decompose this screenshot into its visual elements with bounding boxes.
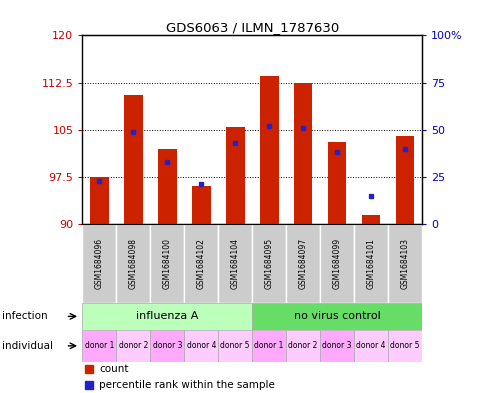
Bar	[252, 224, 286, 303]
Text: GSM1684101: GSM1684101	[366, 238, 375, 289]
Bar	[252, 303, 421, 330]
Text: donor 5: donor 5	[390, 342, 419, 350]
Bar	[353, 224, 387, 303]
Bar	[293, 83, 312, 224]
Bar	[218, 330, 252, 362]
Text: individual: individual	[2, 341, 53, 351]
Text: GSM1684098: GSM1684098	[129, 238, 137, 289]
Bar	[116, 330, 150, 362]
Bar	[150, 224, 184, 303]
Bar	[259, 76, 278, 224]
Bar	[387, 224, 421, 303]
Bar	[90, 177, 108, 224]
Text: donor 2: donor 2	[119, 342, 148, 350]
Text: no virus control: no virus control	[293, 311, 379, 321]
Text: GSM1684097: GSM1684097	[298, 238, 307, 289]
Bar	[184, 330, 218, 362]
Text: donor 3: donor 3	[152, 342, 182, 350]
Text: GSM1684096: GSM1684096	[95, 238, 104, 289]
Bar	[286, 330, 319, 362]
Bar	[319, 224, 353, 303]
Text: donor 5: donor 5	[220, 342, 249, 350]
Text: count: count	[99, 364, 129, 375]
Bar	[361, 215, 379, 224]
Bar	[150, 330, 184, 362]
Text: donor 1: donor 1	[85, 342, 114, 350]
Bar	[286, 224, 319, 303]
Text: GSM1684102: GSM1684102	[197, 238, 205, 289]
Bar	[218, 224, 252, 303]
Bar	[124, 95, 142, 224]
Text: GSM1684104: GSM1684104	[230, 238, 239, 289]
Bar	[327, 142, 346, 224]
Text: donor 3: donor 3	[322, 342, 351, 350]
Bar	[395, 136, 413, 224]
Bar	[82, 224, 116, 303]
Bar	[82, 303, 252, 330]
Bar	[387, 330, 421, 362]
Bar	[184, 224, 218, 303]
Text: donor 1: donor 1	[254, 342, 283, 350]
Text: percentile rank within the sample: percentile rank within the sample	[99, 380, 275, 390]
Bar	[353, 330, 387, 362]
Title: GDS6063 / ILMN_1787630: GDS6063 / ILMN_1787630	[165, 21, 338, 34]
Text: infection: infection	[2, 311, 48, 321]
Bar	[82, 330, 116, 362]
Text: donor 4: donor 4	[186, 342, 215, 350]
Bar	[226, 127, 244, 224]
Bar	[252, 330, 286, 362]
Text: GSM1684095: GSM1684095	[264, 238, 273, 289]
Text: GSM1684100: GSM1684100	[163, 238, 171, 289]
Bar	[192, 186, 210, 224]
Text: influenza A: influenza A	[136, 311, 198, 321]
Text: donor 2: donor 2	[288, 342, 317, 350]
Text: GSM1684103: GSM1684103	[400, 238, 408, 289]
Text: donor 4: donor 4	[356, 342, 385, 350]
Bar	[116, 224, 150, 303]
Text: GSM1684099: GSM1684099	[332, 238, 341, 289]
Bar	[158, 149, 176, 224]
Bar	[319, 330, 353, 362]
